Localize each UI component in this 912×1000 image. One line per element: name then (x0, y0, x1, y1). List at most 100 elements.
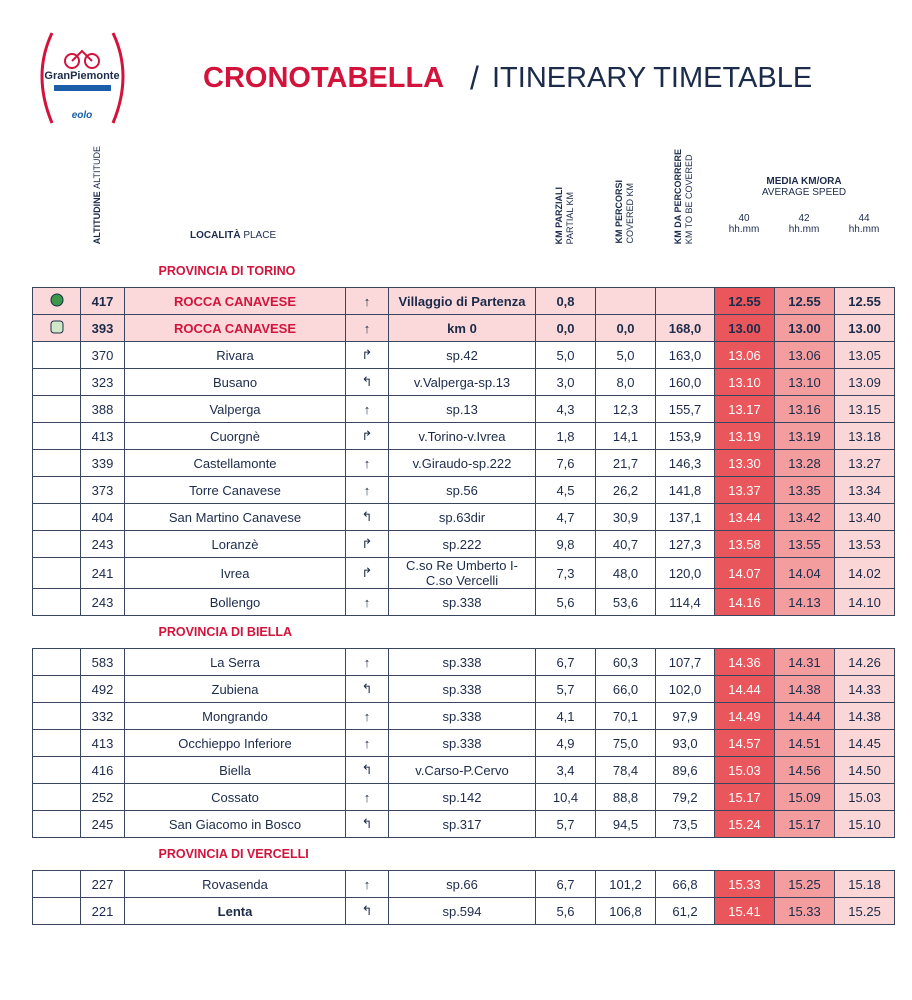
icon-cell (32, 810, 81, 838)
covered-km: 75,0 (595, 729, 656, 757)
row: 393 ROCCA CANAVESE ↑ km 0 0,0 0,0 168,0 13.00 13… (32, 314, 896, 342)
section-row: PROVINCIA DI VERCELLI (32, 837, 895, 871)
altitude: 245 (80, 810, 125, 838)
altitude: 583 (80, 648, 125, 676)
place: Torre Canavese (124, 476, 346, 504)
time-44: 13.15 (833, 395, 896, 423)
direction: ↑ (345, 395, 389, 423)
speed-head: 42 hh.mm (774, 213, 834, 235)
remaining-km: 79,2 (655, 783, 715, 811)
icon-cell (32, 503, 81, 531)
direction: ↰ (345, 503, 389, 531)
place: Rivara (124, 341, 346, 369)
remaining-km: 163,0 (655, 341, 715, 369)
row: 416 Biella ↰ v.Carso-P.Cervo 3,4 78,4 89,6 15.0… (32, 756, 896, 784)
time-42: 14.51 (774, 729, 835, 757)
road: C.so Re Umberto I-C.so Vercelli (388, 557, 536, 589)
direction: ↑ (345, 729, 389, 757)
time-40: 13.00 (714, 314, 775, 342)
section-row: PROVINCIA DI BIELLA (32, 615, 895, 649)
time-42: 15.09 (774, 783, 835, 811)
separator: / (470, 60, 479, 96)
time-44: 14.33 (833, 675, 896, 703)
logo-brand: GranPiemonte (44, 70, 119, 82)
time-44: 13.53 (833, 530, 896, 558)
time-44: 13.18 (833, 422, 896, 450)
direction: ↱ (345, 422, 389, 450)
time-40: 15.33 (714, 870, 775, 898)
road: sp.63dir (388, 503, 536, 531)
col-sub: COVERED KM (625, 183, 635, 244)
icon-cell (32, 530, 81, 558)
row: 373 Torre Canavese ↑ sp.56 4,5 26,2 141,8 13.37… (32, 476, 896, 504)
col-head: KM DA PERCORRERE (673, 148, 683, 244)
icon-cell (32, 870, 81, 898)
icon-cell (32, 422, 81, 450)
place: Loranzè (124, 530, 346, 558)
road: sp.56 (388, 476, 536, 504)
time-42: 15.25 (774, 870, 835, 898)
covered-km: 48,0 (595, 557, 656, 589)
altitude: 416 (80, 756, 125, 784)
time-40: 14.16 (714, 588, 775, 616)
covered-km: 5,0 (595, 341, 656, 369)
time-44: 14.38 (833, 702, 896, 730)
logo-sponsor: eolo (72, 110, 93, 121)
remaining-km: 97,9 (655, 702, 715, 730)
time-40: 14.49 (714, 702, 775, 730)
place: Busano (124, 368, 346, 396)
time-42: 13.42 (774, 503, 835, 531)
altitude: 370 (80, 341, 125, 369)
direction: ↰ (345, 897, 389, 925)
covered-km: 40,7 (595, 530, 656, 558)
road: sp.142 (388, 783, 536, 811)
icon-cell (32, 729, 81, 757)
row: 492 Zubiena ↰ sp.338 5,7 66,0 102,0 14.44 14.38 1… (32, 675, 896, 703)
altitude: 404 (80, 503, 125, 531)
covered-km: 101,2 (595, 870, 656, 898)
altitude: 252 (80, 783, 125, 811)
partial-km: 1,8 (535, 422, 596, 450)
time-44: 12.55 (833, 287, 896, 315)
speed-value: 40 (738, 213, 750, 224)
time-40: 13.30 (714, 449, 775, 477)
row: 252 Cossato ↑ sp.142 10,4 88,8 79,2 15.17 15.09 1… (32, 783, 896, 811)
place: Castellamonte (124, 449, 346, 477)
partial-km: 6,7 (535, 648, 596, 676)
place: Lenta (124, 897, 346, 925)
speed-unit: hh.mm (788, 224, 820, 235)
altitude: 393 (80, 314, 125, 342)
row: 583 La Serra ↑ sp.338 6,7 60,3 107,7 14.36 14.31… (32, 648, 896, 676)
time-42: 13.35 (774, 476, 835, 504)
place: Rovasenda (124, 870, 346, 898)
place: Zubiena (124, 675, 346, 703)
altitude: 388 (80, 395, 125, 423)
direction: ↑ (345, 476, 389, 504)
partial-km: 9,8 (535, 530, 596, 558)
icon-cell (32, 702, 81, 730)
time-44: 14.26 (833, 648, 896, 676)
road: v.Torino-v.Ivrea (388, 422, 536, 450)
altitude: 241 (80, 557, 125, 589)
covered-km: 66,0 (595, 675, 656, 703)
time-40: 13.10 (714, 368, 775, 396)
col-head: MEDIA KM/ORA (766, 176, 842, 187)
direction: ↑ (345, 314, 389, 342)
partial-km: 5,7 (535, 810, 596, 838)
road: sp.13 (388, 395, 536, 423)
time-42: 14.56 (774, 756, 835, 784)
row: 339 Castellamonte ↑ v.Giraudo-sp.222 7,6 21,7… (32, 449, 896, 477)
place: San Giacomo in Bosco (124, 810, 346, 838)
partial-km: 5,0 (535, 341, 596, 369)
time-42: 13.28 (774, 449, 835, 477)
partial-km: 3,0 (535, 368, 596, 396)
place: Occhieppo Inferiore (124, 729, 346, 757)
time-44: 13.27 (833, 449, 896, 477)
direction: ↱ (345, 341, 389, 369)
partial-km: 0,8 (535, 287, 596, 315)
title: CRONOTABELLA (203, 62, 445, 94)
time-40: 13.58 (714, 530, 775, 558)
icon-cell (32, 648, 81, 676)
road: sp.317 (388, 810, 536, 838)
time-40: 13.37 (714, 476, 775, 504)
